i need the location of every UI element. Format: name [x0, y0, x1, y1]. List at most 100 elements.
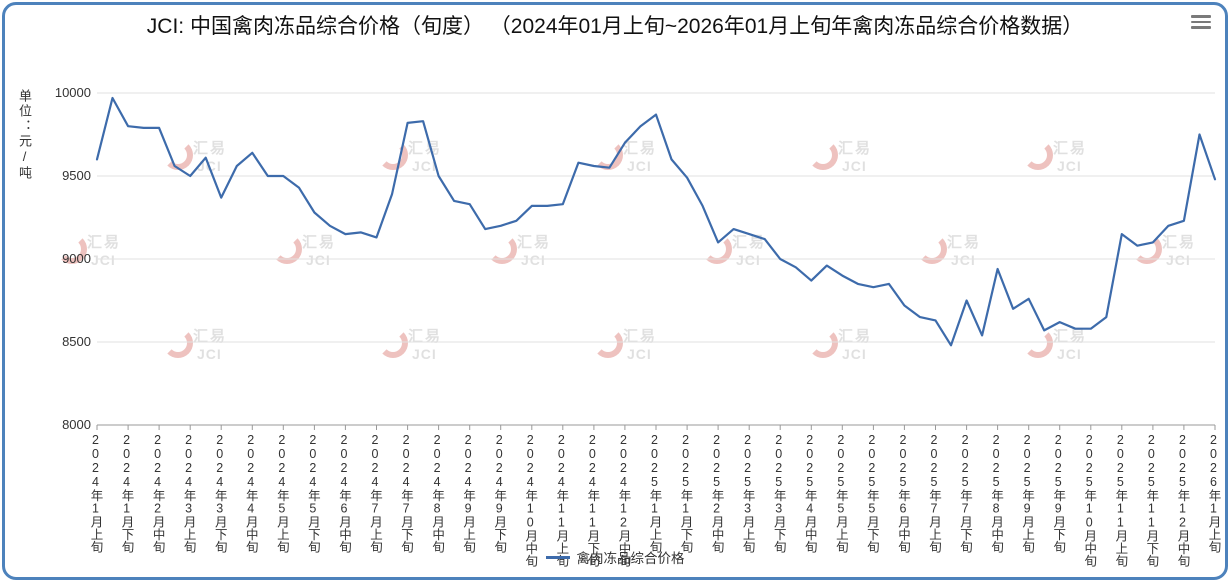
watermark-layer: 汇易 JCI 汇易 JCI 汇易 JCI 汇易 JCI 汇易 JCI 汇易 JCI 汇易 JCI 汇易 JCI… [5, 5, 1225, 577]
watermark-swoosh-icon [593, 140, 623, 170]
watermark-swoosh-icon [1023, 140, 1053, 170]
watermark-logo: 汇易 JCI [272, 231, 352, 277]
y-tick-label: 10000 [54, 85, 91, 100]
watermark-logo: 汇易 JCI [917, 231, 997, 277]
x-tick-label: 2024年8月中旬 [430, 433, 445, 553]
x-tick-label: 2025年1月上旬 [647, 433, 662, 553]
x-tick-label: 2025年7月上旬 [927, 433, 941, 553]
x-tick-label: 2025年8月中旬 [989, 433, 1004, 553]
watermark-text-jci: JCI [842, 346, 867, 362]
watermark-text-cn: 汇易 [732, 234, 767, 251]
watermark-swoosh-icon [57, 234, 87, 264]
x-tick-label: 2024年6月中旬 [336, 433, 351, 553]
watermark-text-jci: JCI [197, 158, 222, 174]
menu-bar [1191, 15, 1211, 18]
watermark-logo: 汇易 JCI [808, 137, 888, 183]
watermark-logo: 汇易 JCI [808, 325, 888, 371]
watermark-text-cn: 汇易 [623, 328, 658, 345]
y-tick-label: 8500 [62, 334, 91, 349]
watermark-logo: 汇易 JCI [702, 231, 782, 277]
x-tick-label: 2024年2月中旬 [150, 433, 165, 553]
y-tick-label: 9000 [62, 251, 91, 266]
menu-bar [1191, 20, 1211, 23]
y-axis-unit-label: 单位：元/吨 [17, 89, 32, 181]
watermark-logo: 汇易 JCI [378, 325, 458, 371]
watermark-swoosh-icon [487, 234, 517, 264]
legend-label: 禽肉冻品综合价格 [576, 551, 685, 566]
x-tick-label: 2025年3月下旬 [771, 433, 786, 553]
watermark-text-cn: 汇易 [193, 140, 228, 157]
watermark-text-cn: 汇易 [87, 234, 122, 251]
watermark-text-jci: JCI [951, 252, 976, 268]
watermark-text-jci: JCI [1057, 346, 1082, 362]
watermark-swoosh-icon [378, 140, 408, 170]
watermark-text-cn: 汇易 [947, 234, 982, 251]
watermark-swoosh-icon [702, 234, 732, 264]
hamburger-menu-icon[interactable] [1191, 15, 1211, 31]
watermark-text-cn: 汇易 [838, 140, 873, 157]
watermark-swoosh-icon [808, 140, 838, 170]
x-axis-labels: 2024年1月上旬 2024年1月下旬 2024年2月中旬 2024年3月上旬 2024… [5, 5, 1225, 577]
x-tick-label: 2025年2月中旬 [709, 433, 724, 553]
watermark-logo: 汇易 JCI [1023, 325, 1103, 371]
watermark-text-cn: 汇易 [302, 234, 337, 251]
x-tick-label: 2026年1月上旬 [1206, 433, 1221, 553]
watermark-swoosh-icon [1132, 234, 1162, 264]
watermark-logo: 汇易 JCI [57, 231, 137, 277]
x-tick-label: 2024年5月上旬 [274, 433, 289, 553]
watermark-swoosh-icon [808, 328, 838, 358]
watermark-text-cn: 汇易 [517, 234, 552, 251]
watermark-text-cn: 汇易 [408, 140, 443, 157]
watermark-swoosh-icon [163, 328, 193, 358]
x-tick-label: 2024年3月上旬 [181, 433, 196, 553]
watermark-text-cn: 汇易 [1162, 234, 1197, 251]
x-tick-label: 2025年6月中旬 [895, 433, 910, 553]
watermark-logo: 汇易 JCI [487, 231, 567, 277]
watermark-logo: 汇易 JCI [1132, 231, 1212, 277]
watermark-text-jci: JCI [842, 158, 867, 174]
y-axis-labels: 8000 8500 9000 9500 10000 [5, 5, 1225, 577]
watermark-text-cn: 汇易 [1053, 140, 1088, 157]
watermark-swoosh-icon [593, 328, 623, 358]
x-tick-label: 2025年5月下旬 [864, 433, 879, 553]
watermark-text-jci: JCI [521, 252, 546, 268]
watermark-logo: 汇易 JCI [378, 137, 458, 183]
y-tick-label: 8000 [62, 417, 91, 432]
watermark-text-cn: 汇易 [193, 328, 228, 345]
watermark-text-cn: 汇易 [838, 328, 873, 345]
watermark-swoosh-icon [378, 328, 408, 358]
watermark-text-jci: JCI [736, 252, 761, 268]
x-tick-label: 2025年9月下旬 [1051, 433, 1066, 553]
x-tick-label: 2024年1月下旬 [119, 433, 134, 553]
x-tick-label: 2025年1月下旬 [678, 433, 693, 553]
watermark-text-jci: JCI [1166, 252, 1191, 268]
x-tick-label: 2024年3月下旬 [212, 433, 227, 553]
y-tick-label: 9500 [62, 168, 91, 183]
watermark-logo: 汇易 JCI [1023, 137, 1103, 183]
watermark-text-cn: 汇易 [1053, 328, 1088, 345]
watermark-logo: 汇易 JCI [163, 137, 243, 183]
chart-title: JCI: 中国禽肉冻品综合价格（旬度） （2024年01月上旬~2026年01月… [146, 15, 1084, 38]
watermark-swoosh-icon [163, 140, 193, 170]
legend-item[interactable]: 禽肉冻品综合价格 [5, 547, 1225, 567]
watermark-text-jci: JCI [91, 252, 116, 268]
watermark-text-jci: JCI [627, 346, 652, 362]
x-tick-label: 2025年3月上旬 [740, 433, 755, 553]
x-tick-label: 2025年4月中旬 [802, 433, 817, 553]
x-tick-label: 2025年7月下旬 [958, 433, 973, 553]
watermark-text-cn: 汇易 [623, 140, 658, 157]
watermark-swoosh-icon [917, 234, 947, 264]
menu-bar [1191, 26, 1211, 29]
watermark-swoosh-icon [1023, 328, 1053, 358]
watermark-logo: 汇易 JCI [593, 137, 673, 183]
x-tick-label: 2024年9月下旬 [492, 433, 507, 553]
legend-line-marker [545, 555, 570, 559]
watermark-text-jci: JCI [627, 158, 652, 174]
x-tick-label: 2024年7月下旬 [399, 433, 414, 553]
watermark-text-cn: 汇易 [408, 328, 443, 345]
x-tick-label: 2025年9月上旬 [1020, 433, 1035, 553]
watermark-text-jci: JCI [306, 252, 331, 268]
line-chart-plot [95, 92, 1217, 430]
